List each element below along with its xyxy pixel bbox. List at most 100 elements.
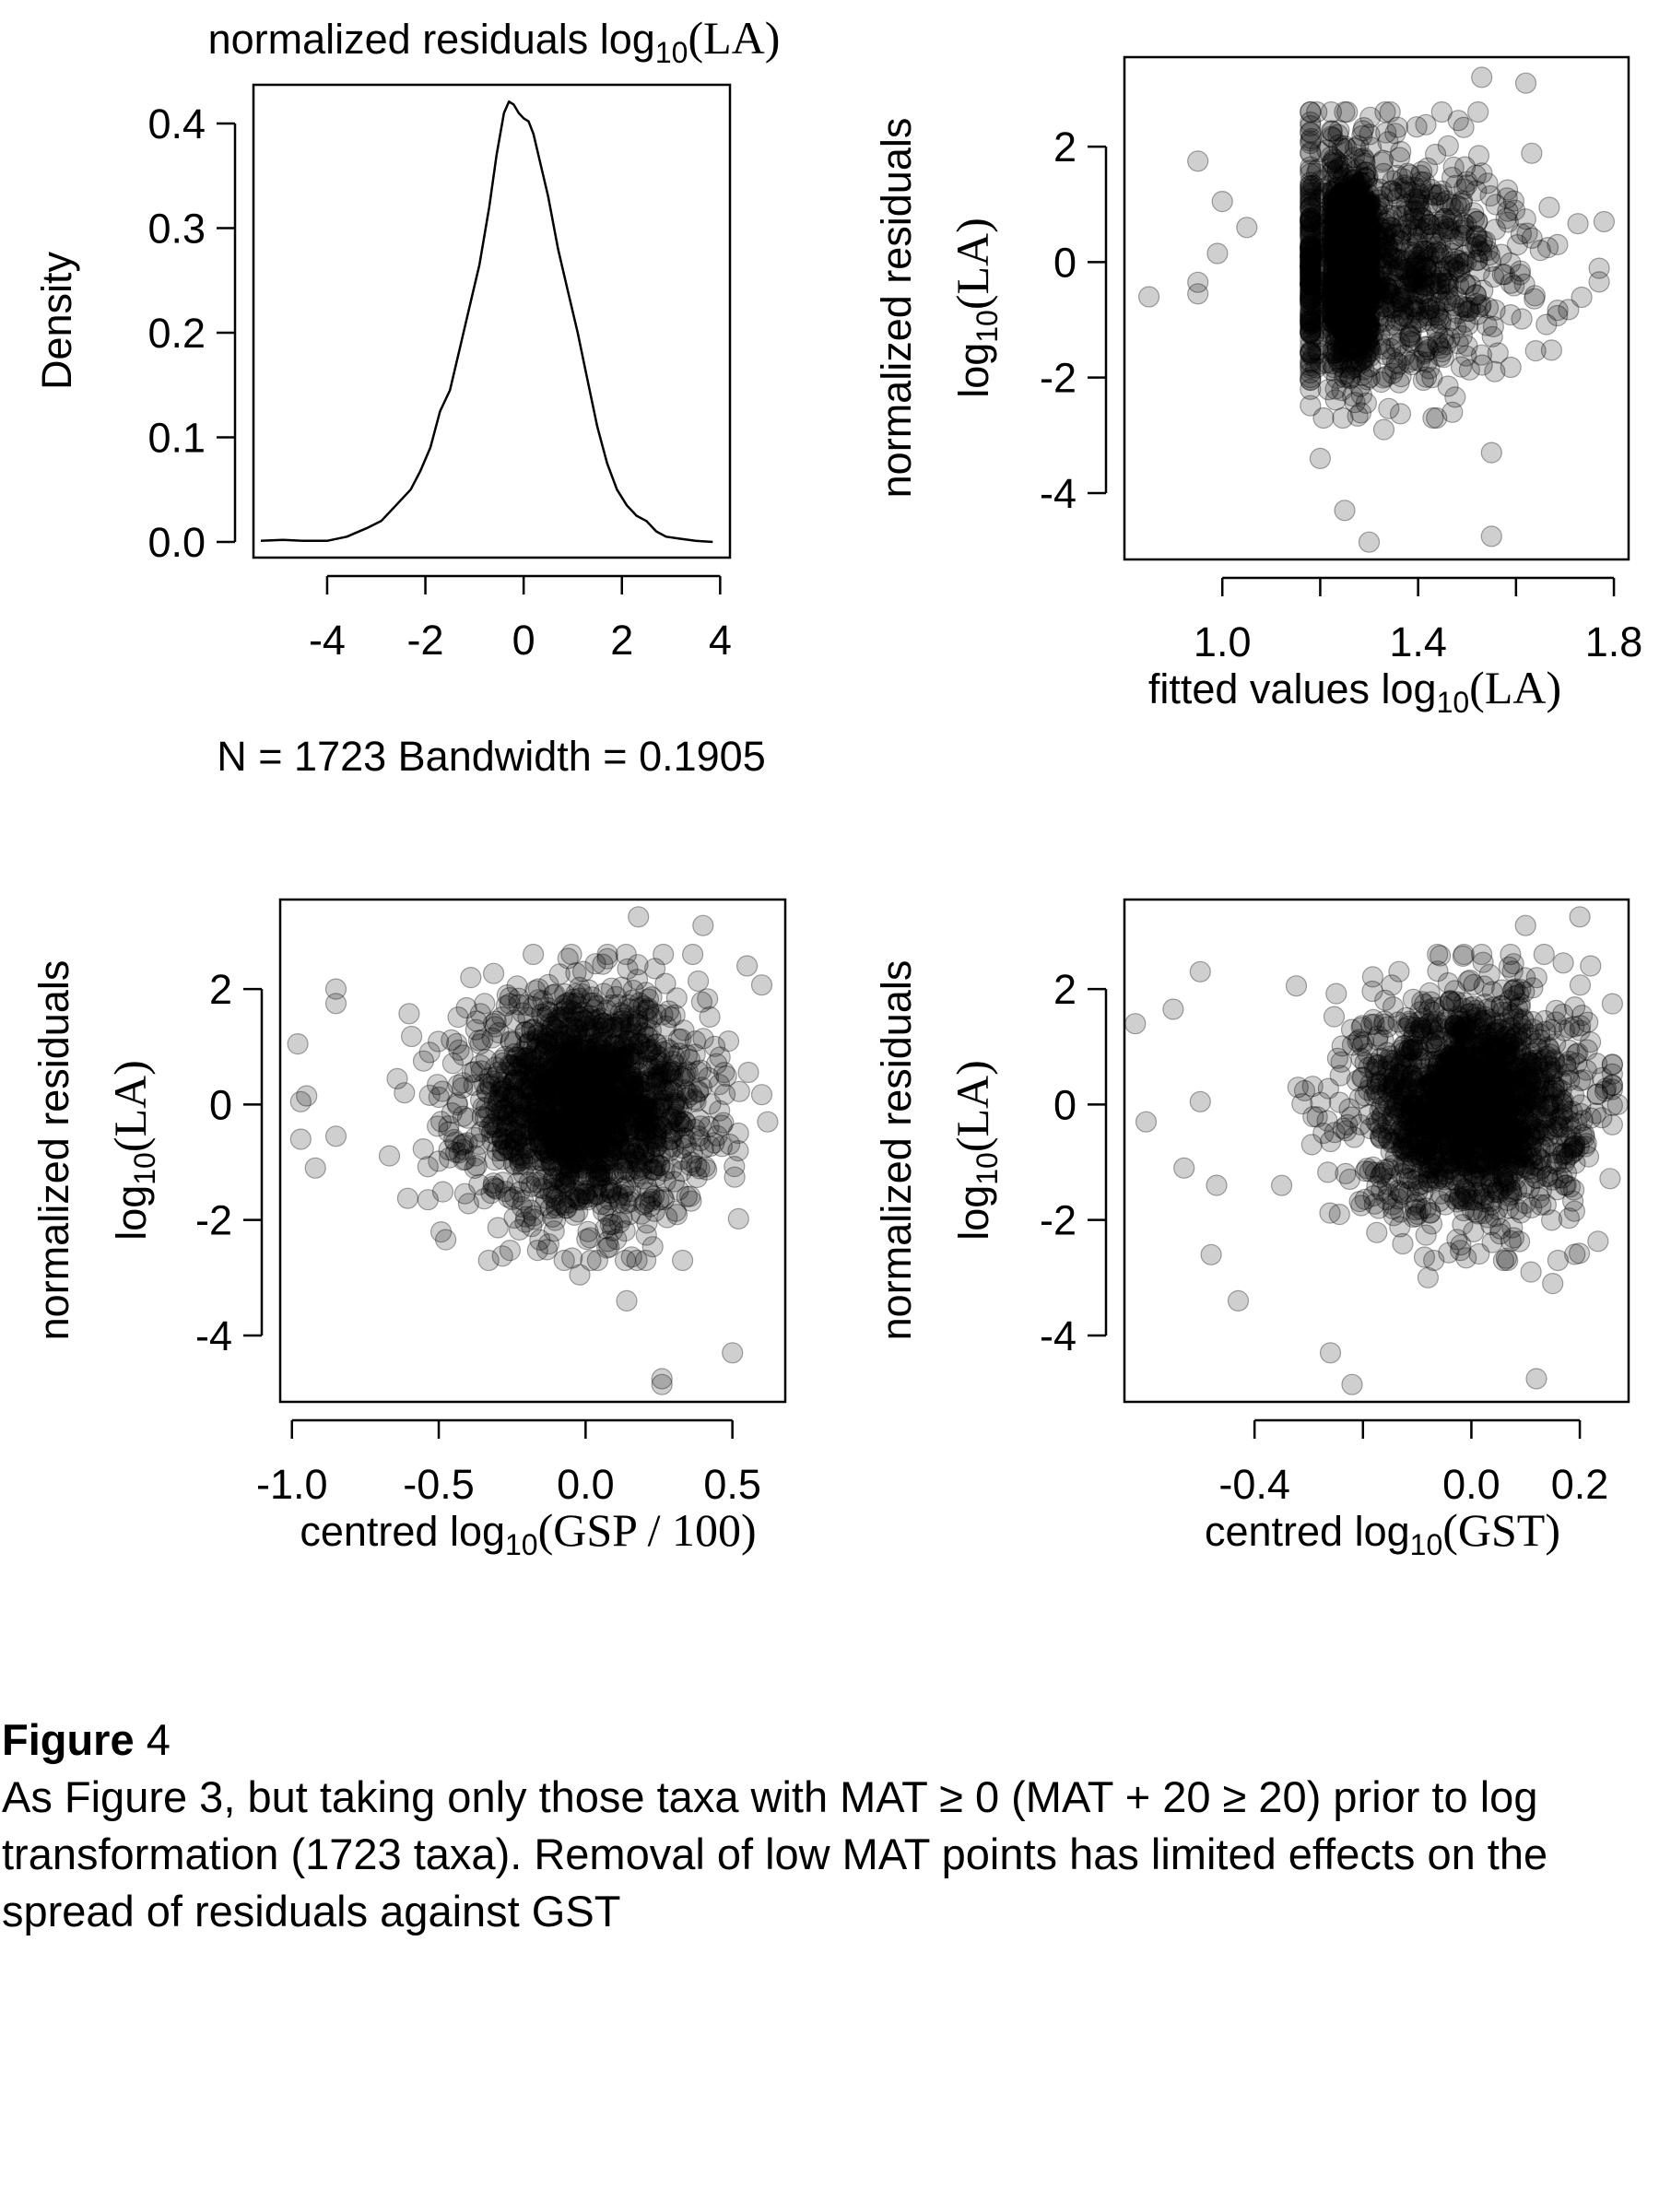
density-y-tick-label: 0.1	[147, 414, 206, 461]
gst-point	[1553, 953, 1573, 973]
fitted-y-axis: -4-202	[1040, 124, 1106, 517]
fitted-x-tick-label: 1.8	[1585, 618, 1643, 665]
gst-point	[1600, 1169, 1620, 1189]
fitted-point	[1323, 128, 1343, 148]
gsp-point	[500, 988, 520, 1008]
density-y-tick-label: 0.0	[147, 519, 206, 566]
fitted-point	[1522, 143, 1542, 163]
density-plot-frame	[253, 85, 730, 558]
fitted-point	[1538, 238, 1559, 258]
fitted-point	[1459, 359, 1479, 380]
gsp-point	[758, 1112, 778, 1132]
fitted-point	[1352, 126, 1372, 147]
fitted-point	[1524, 286, 1545, 306]
gst-point	[1570, 1243, 1590, 1264]
gsp-point	[418, 1157, 438, 1177]
fitted-point	[1430, 248, 1451, 268]
gsp-point	[689, 1110, 710, 1130]
gsp-y-tick-label: -4	[195, 1312, 232, 1359]
fitted-point	[1237, 218, 1257, 238]
fitted-point	[1207, 243, 1228, 264]
gst-point	[1329, 1205, 1349, 1225]
gsp-point	[595, 1218, 616, 1239]
gsp-point	[599, 1237, 619, 1257]
density-panel: normalized residuals log10(LA) -4 -2 0 2 4 0…	[33, 12, 780, 780]
gst-point	[1534, 945, 1554, 965]
gsp-point	[436, 1230, 456, 1250]
gsp-point	[618, 1115, 639, 1135]
gsp-point	[752, 1085, 772, 1105]
gsp-point	[577, 1061, 597, 1081]
gsp-point	[552, 1194, 572, 1214]
gsp-point	[625, 1043, 645, 1064]
gst-point	[1335, 1163, 1356, 1183]
fitted-point	[1336, 295, 1357, 315]
gsp-point	[290, 1129, 311, 1149]
fitted-point	[1357, 169, 1377, 189]
gst-point	[1571, 975, 1591, 995]
gst-points-layer	[1125, 907, 1628, 1394]
fitted-point	[1415, 172, 1435, 193]
gsp-xlabel: centred log10(GSP / 100)	[300, 1504, 756, 1561]
gsp-point	[447, 1033, 467, 1053]
gst-point	[1288, 1077, 1308, 1098]
gsp-point	[481, 1183, 501, 1204]
gsp-point	[601, 1180, 621, 1200]
density-x-tick-label: 2	[610, 617, 633, 664]
gsp-point	[643, 1108, 664, 1128]
fitted-point	[1354, 281, 1374, 301]
gsp-point	[457, 1133, 477, 1153]
fitted-y-tick-label: -2	[1040, 355, 1077, 402]
gsp-point	[540, 1014, 560, 1034]
fitted-point	[1430, 346, 1451, 366]
fitted-point	[1328, 170, 1348, 190]
fitted-point	[1359, 194, 1379, 215]
density-x-tick-label: -2	[407, 617, 444, 664]
fitted-point	[1300, 184, 1321, 205]
gsp-point	[641, 1020, 661, 1041]
gsp-x-tick-label: 0.5	[703, 1461, 761, 1508]
fitted-point	[1589, 258, 1609, 278]
density-y-tick-label: 0.3	[147, 205, 206, 252]
gsp-y-axis: -4-202	[195, 966, 262, 1359]
gsp-point	[515, 1022, 535, 1042]
gsp-points-layer	[288, 907, 778, 1394]
density-y-tick-label: 0.4	[147, 100, 206, 147]
fitted-point	[1385, 124, 1406, 144]
fitted-point	[1476, 231, 1496, 252]
gsp-point	[624, 1080, 644, 1100]
gsp-x-tick-label: -0.5	[403, 1461, 475, 1508]
gst-point	[1456, 1248, 1477, 1268]
fitted-point	[1507, 235, 1527, 255]
gsp-point	[636, 1251, 656, 1271]
gsp-point	[700, 1006, 720, 1027]
gsp-point	[566, 1153, 586, 1173]
gsp-point	[639, 989, 659, 1009]
fitted-point	[1391, 225, 1411, 245]
figure-4-panels: normalized residuals log10(LA) -4 -2 0 2 4 0…	[0, 0, 1659, 1622]
gsp-point	[698, 989, 718, 1009]
gsp-point	[693, 915, 713, 935]
fitted-point	[1423, 408, 1443, 429]
fitted-point	[1374, 419, 1394, 440]
fitted-point	[1432, 223, 1453, 243]
fitted-point	[1360, 226, 1381, 246]
fitted-point	[1359, 532, 1380, 552]
fitted-point	[1300, 102, 1321, 123]
gsp-point	[478, 1251, 499, 1271]
density-x-tick-label: -4	[309, 617, 346, 664]
gsp-y-tick-label: 2	[209, 966, 232, 1013]
fitted-point	[1472, 67, 1492, 88]
gst-point	[1438, 973, 1458, 994]
density-y-axis: 0.00.10.20.30.4	[147, 100, 235, 566]
fitted-point	[1300, 122, 1321, 142]
gsp-point	[688, 971, 709, 992]
gst-point	[1588, 1231, 1608, 1252]
fitted-panel: 1.0 1.4 1.8 -4-202 normalized residuals lo…	[873, 57, 1642, 719]
gsp-point	[723, 1343, 743, 1363]
gsp-point	[737, 956, 758, 976]
gsp-point	[603, 1070, 623, 1090]
fitted-point	[1547, 300, 1568, 321]
fitted-point	[1512, 309, 1532, 329]
fitted-point	[1326, 331, 1347, 351]
